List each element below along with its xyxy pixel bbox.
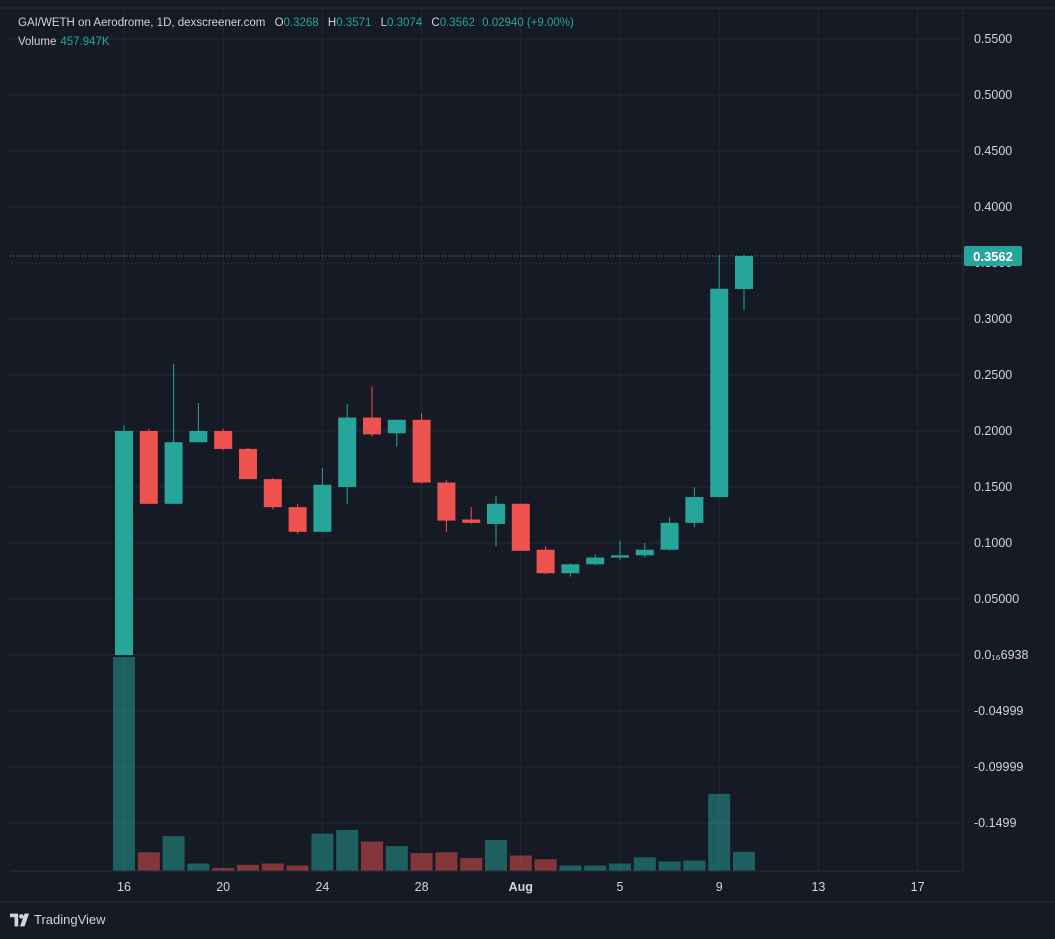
ohlc-legend: GAI/WETH on Aerodrome, 1D, dexscreener.c… [18,17,574,29]
x-tick-label: 24 [315,880,329,894]
pair-title: GAI/WETH on Aerodrome, 1D, dexscreener.c… [18,17,266,29]
y-tick-label: 0.1000 [974,536,1012,550]
volume-bar [534,859,557,871]
y-tick-label: 0.2500 [974,368,1012,382]
volume-bar [162,836,185,871]
candle-body [437,482,456,521]
y-tick-label: 0.5000 [974,88,1012,102]
volume-bar [237,864,259,871]
y-tick-label: 0.05000 [974,592,1019,606]
x-tick-label: 28 [415,880,429,894]
y-tick-label: 0.4000 [974,200,1012,214]
price-candles [115,255,753,655]
volume-bar [435,852,458,871]
low-value: 0.3074 [387,17,423,29]
x-tick-label: 13 [811,880,825,894]
candle-body [586,557,605,565]
volume-bar [683,860,706,871]
y-tick-label: 0.1500 [974,480,1012,494]
candle-body [288,507,307,532]
last-price-label: 0.3562 [973,249,1013,264]
volume-legend: Volume 457.947K [18,36,110,48]
volume-bar [410,853,433,871]
candle-body [487,503,505,524]
low-label: L [380,17,388,29]
y-tick-label: 0.2000 [974,424,1012,438]
candle-body [412,419,431,483]
candle-body [611,555,629,558]
volume-bar [311,833,334,871]
y-tick-label: -0.04999 [974,704,1023,718]
volume-value: 457.947K [60,36,110,48]
volume-bar [286,865,309,871]
volume-bar [559,865,582,871]
tradingview-logo-icon [10,913,30,926]
x-tick-label: 9 [716,880,723,894]
candle-body [164,442,183,504]
volume-bar [733,851,755,871]
y-tick-label: -0.1499 [974,816,1016,830]
candle-body [263,479,282,508]
candle-body [214,431,233,449]
candle-body [189,431,208,443]
y-tick-label: 0.4500 [974,144,1012,158]
candle-body [511,503,530,551]
chart-grid [10,10,963,871]
volume-bar [509,855,532,871]
y-tick-label: 0.0₁₆6938 [974,648,1028,662]
candle-body [685,497,704,523]
volume-bar [361,841,383,871]
x-tick-label: 17 [911,880,925,894]
last-price-badge [964,246,1022,267]
volume-bar [137,852,160,871]
chart-axes: 0.55000.50000.45000.40000.35000.30000.25… [0,7,1055,903]
high-label: H [327,17,337,29]
volume-bar [609,863,631,871]
volume-bar [460,858,483,871]
candle-body [387,419,406,434]
volume-bar [633,857,656,871]
candle-body [363,417,381,435]
volume-bars [113,657,755,871]
volume-bar [708,793,731,871]
x-tick-label: 5 [617,880,624,894]
candle-body [338,417,357,487]
open-label: O [274,17,284,29]
volume-bar [336,829,359,871]
volume-bar [187,863,210,871]
candle-body [239,448,257,480]
y-tick-label: -0.09999 [974,760,1023,774]
close-label: C [431,17,440,29]
x-tick-label: Aug [509,880,533,894]
candle-body [635,549,654,556]
volume-bar [261,863,284,871]
tradingview-footer[interactable]: TradingView [10,912,106,927]
candle-body [660,522,679,550]
candle-body [313,484,332,532]
close-value: 0.3562 [439,17,475,29]
volume-bar [385,846,408,871]
candle-body [561,564,580,574]
volume-bar [485,839,507,871]
open-value: 0.3268 [283,17,319,29]
x-tick-label: 20 [216,880,230,894]
volume-bar [113,657,135,871]
volume-bar [584,865,607,871]
candle-body [536,549,555,574]
change-value: 0.02940 (+9.00%) [482,17,574,29]
tradingview-brand: TradingView [34,912,106,927]
y-tick-label: 0.3000 [974,312,1012,326]
candle-body [735,256,753,289]
x-tick-label: 16 [117,880,131,894]
candle-body [115,431,133,655]
y-tick-label: 0.5500 [974,32,1012,46]
volume-bar [658,861,681,871]
high-value: 0.3571 [336,17,372,29]
volume-label: Volume [18,36,57,48]
candle-body [710,288,729,498]
volume-bar [212,868,235,871]
candle-body [462,519,481,523]
candle-body [139,431,158,504]
